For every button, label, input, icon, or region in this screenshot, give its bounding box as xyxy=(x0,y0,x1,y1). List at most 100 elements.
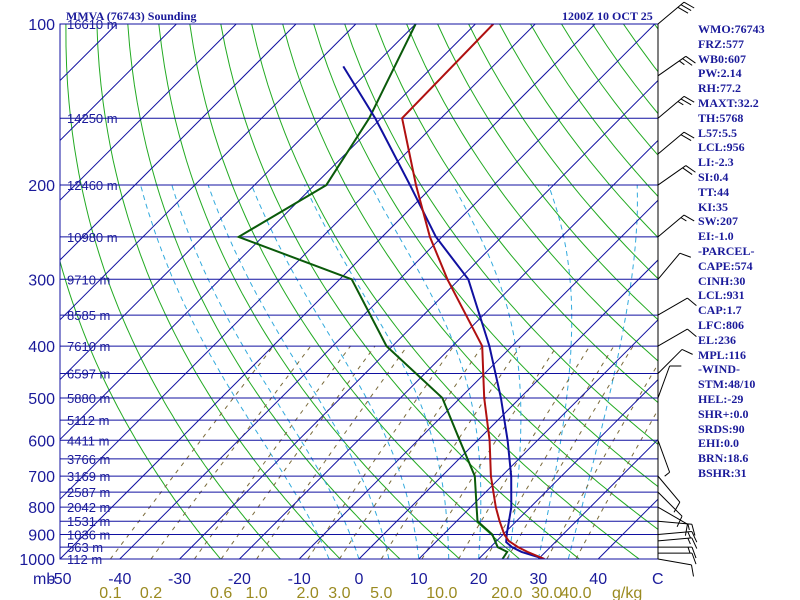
isotherm xyxy=(478,378,658,559)
temperature-tick-label: -40 xyxy=(108,571,131,588)
wind-barb xyxy=(657,55,696,77)
index-item: CINH:30 xyxy=(698,273,746,288)
height-label: 2042 m xyxy=(67,500,110,515)
pressure-tick-label: 300 xyxy=(28,272,55,289)
height-label: 563 m xyxy=(67,540,103,555)
height-label: 16610 m xyxy=(67,17,118,32)
pressure-tick-label: 200 xyxy=(28,178,55,195)
index-item: L57:5.5 xyxy=(698,125,737,140)
dewpoint-profile xyxy=(236,24,509,559)
index-item: SI:0.4 xyxy=(698,169,729,184)
wind-barb xyxy=(657,365,682,399)
isotherm xyxy=(60,24,237,201)
station-title: MMVA (76743) Sounding xyxy=(66,9,197,23)
index-item: FRZ:577 xyxy=(698,36,744,51)
isotherm xyxy=(298,199,658,559)
isotherm xyxy=(358,259,658,559)
temperature-tick-label: -30 xyxy=(168,571,191,588)
mixing-ratio-line xyxy=(484,345,615,559)
wind-barb xyxy=(657,506,688,536)
dry-adiabat xyxy=(189,24,520,559)
temperature-tick-label: 0 xyxy=(355,571,364,588)
mixing-ratio-label: 5.0 xyxy=(370,585,392,600)
pressure-tick-label: 400 xyxy=(28,339,55,356)
isotherm xyxy=(60,24,476,441)
isotherm xyxy=(60,24,297,261)
mixing-ratio-label: 3.0 xyxy=(328,585,350,600)
temperature-tick-label: 20 xyxy=(470,571,488,588)
mixing-ratio-line xyxy=(193,345,351,559)
wind-barb xyxy=(657,131,695,155)
height-label: 1036 m xyxy=(67,528,110,543)
index-item: EHI:0.0 xyxy=(698,436,740,451)
isotherm xyxy=(418,319,658,559)
dry-adiabat xyxy=(313,24,658,488)
height-label: 14250 m xyxy=(67,111,118,126)
index-item: WMO:76743 xyxy=(698,22,765,36)
index-item: CAPE:574 xyxy=(698,258,753,273)
index-item: EI:-1.0 xyxy=(698,229,734,244)
wind-barb xyxy=(657,1,695,25)
pressure-tick-label: 1000 xyxy=(19,552,55,569)
height-label: 5112 m xyxy=(67,413,109,428)
wind-barb xyxy=(657,440,671,477)
height-label: 2587 m xyxy=(67,485,110,500)
stability-indices-panel: WMO:76743 FRZ:577 WB0:607 PW:2.14 RH:77.2 MAX… xyxy=(698,22,798,481)
index-item: -PARCEL- xyxy=(698,243,755,258)
mixing-ratio-label: 2.0 xyxy=(297,585,319,600)
mixing-ratio-line xyxy=(220,345,376,559)
pressure-tick-label: 900 xyxy=(28,528,55,545)
height-label: 6597 m xyxy=(67,366,110,381)
moist-adiabat xyxy=(567,185,638,559)
temperature-unit-label: C xyxy=(652,571,664,588)
isotherm xyxy=(179,79,658,559)
height-label: 8585 m xyxy=(67,308,110,323)
temperature-tick-label: 10 xyxy=(410,571,428,588)
height-label: 9710 m xyxy=(67,272,110,287)
mixing-ratio-label: 20.0 xyxy=(491,585,522,600)
index-item: LFC:806 xyxy=(698,317,744,332)
parcel-profile xyxy=(342,65,545,559)
index-item: LCL:956 xyxy=(698,140,745,155)
wind-barb xyxy=(657,165,696,186)
index-item: WB0:607 xyxy=(698,51,746,66)
height-label: 12460 m xyxy=(67,178,118,193)
index-item: BRN:18.6 xyxy=(698,451,749,466)
index-item: TH:5768 xyxy=(698,110,744,125)
index-item: KI:35 xyxy=(698,199,728,214)
moist-adiabat xyxy=(304,184,450,559)
dry-adiabat xyxy=(96,24,341,559)
temperature-tick-label: -20 xyxy=(228,571,251,588)
dry-adiabat xyxy=(60,259,221,559)
index-item: RH:77.2 xyxy=(698,81,741,96)
height-label: 4411 m xyxy=(67,433,109,448)
isotherm xyxy=(119,24,656,559)
pressure-tick-label: 800 xyxy=(28,500,55,517)
pressure-tick-label: 600 xyxy=(28,433,55,450)
pressure-tick-label: 500 xyxy=(28,391,55,408)
mixing-ratio-label: 1.0 xyxy=(245,585,267,600)
moist-adiabat xyxy=(171,184,360,559)
isotherm xyxy=(60,24,177,142)
mixing-ratio-line xyxy=(256,345,408,559)
index-item: EL:236 xyxy=(698,332,737,347)
wind-barb xyxy=(658,546,697,559)
height-label: 3766 m xyxy=(67,452,110,467)
wind-barb xyxy=(657,328,697,347)
isotherm xyxy=(60,24,536,500)
wind-barb xyxy=(657,214,695,238)
height-label: 1531 m xyxy=(67,514,110,529)
moist-adiabat xyxy=(140,184,330,559)
mixing-ratio-label: 0.1 xyxy=(99,585,121,600)
index-item: SHR+:0.0 xyxy=(698,406,749,421)
wind-barb xyxy=(657,95,695,119)
isotherm xyxy=(60,24,596,559)
index-item: SRDS:90 xyxy=(698,421,745,436)
index-item: PW:2.14 xyxy=(698,66,742,81)
index-item: LI:-2.3 xyxy=(698,155,734,170)
mixing-ratio-label: 0.6 xyxy=(210,585,232,600)
mixing-ratio-label: 0.2 xyxy=(140,585,162,600)
isotherm xyxy=(538,438,658,559)
mixing-ratio-label: 10.0 xyxy=(426,585,457,600)
mixing-ratio-line xyxy=(546,363,658,559)
